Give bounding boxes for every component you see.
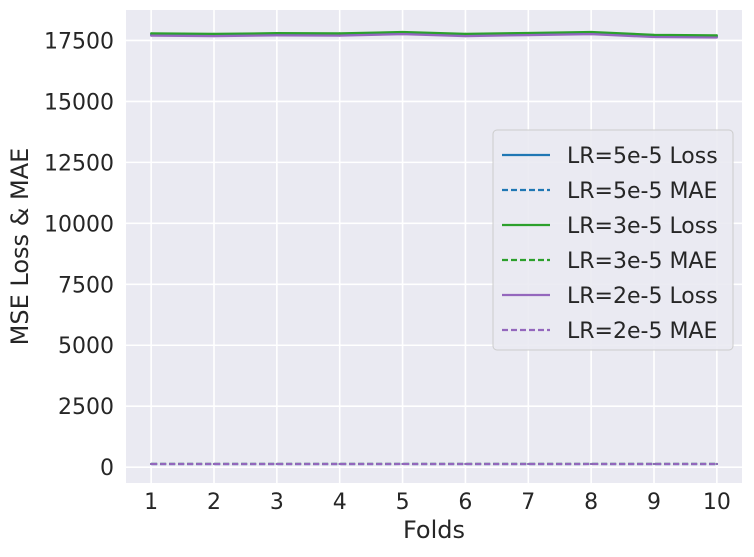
legend-label: LR=5e-5 MAE	[567, 179, 717, 204]
x-tick-label: 10	[703, 490, 731, 515]
data-point	[150, 35, 152, 37]
y-tick-label: 7500	[58, 273, 114, 298]
data-point	[339, 463, 341, 465]
x-tick-label: 4	[333, 490, 347, 515]
data-point	[653, 34, 655, 36]
data-point	[339, 32, 341, 34]
x-axis-label: Folds	[403, 516, 465, 544]
x-tick-label: 5	[396, 490, 410, 515]
x-tick-label: 6	[458, 490, 472, 515]
legend-label: LR=2e-5 Loss	[567, 284, 718, 309]
data-point	[527, 463, 529, 465]
y-tick-label: 5000	[58, 334, 114, 359]
data-point	[653, 463, 655, 465]
data-point	[276, 34, 278, 36]
y-tick-label: 17500	[44, 29, 114, 54]
y-tick-label: 0	[100, 456, 114, 481]
data-point	[716, 34, 718, 36]
legend-label: LR=2e-5 MAE	[567, 319, 717, 344]
data-point	[213, 463, 215, 465]
y-axis-label: MSE Loss & MAE	[6, 148, 34, 346]
data-point	[716, 36, 718, 38]
series-6	[150, 463, 718, 465]
data-point	[150, 463, 152, 465]
data-point	[527, 34, 529, 36]
data-point	[213, 35, 215, 37]
legend-label: LR=3e-5 MAE	[567, 249, 717, 274]
data-point	[401, 463, 403, 465]
data-point	[653, 36, 655, 38]
x-tick-label: 1	[144, 490, 158, 515]
y-tick-label: 15000	[44, 90, 114, 115]
data-point	[527, 32, 529, 34]
legend: LR=5e-5 Loss LR=5e-5 MAE LR=3e-5 Loss LR=3e…	[493, 130, 733, 350]
data-point	[464, 33, 466, 35]
data-point	[401, 33, 403, 35]
x-tick-label: 2	[207, 490, 221, 515]
y-tick-label: 10000	[44, 212, 114, 237]
data-point	[276, 463, 278, 465]
data-point	[401, 31, 403, 33]
data-point	[213, 33, 215, 35]
y-tick-label: 12500	[44, 151, 114, 176]
data-point	[590, 31, 592, 33]
x-tick-label: 3	[270, 490, 284, 515]
x-tick-label: 8	[584, 490, 598, 515]
data-point	[150, 32, 152, 34]
data-point	[464, 35, 466, 37]
legend-label: LR=5e-5 Loss	[567, 144, 718, 169]
data-point	[464, 463, 466, 465]
x-tick-label: 7	[521, 490, 535, 515]
y-tick-label: 2500	[58, 395, 114, 420]
data-point	[276, 32, 278, 34]
legend-label: LR=3e-5 Loss	[567, 214, 718, 239]
data-point	[590, 33, 592, 35]
data-point	[339, 35, 341, 37]
data-point	[590, 463, 592, 465]
data-point	[716, 463, 718, 465]
x-tick-label: 9	[647, 490, 661, 515]
